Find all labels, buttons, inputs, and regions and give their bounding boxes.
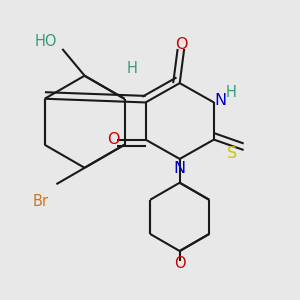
Text: O: O: [174, 256, 185, 271]
Text: Br: Br: [33, 194, 49, 208]
Text: N: N: [215, 94, 227, 109]
Text: N: N: [174, 161, 186, 176]
Text: HO: HO: [35, 34, 57, 49]
Text: O: O: [107, 132, 120, 147]
Text: H: H: [127, 61, 138, 76]
Text: H: H: [225, 85, 236, 100]
Text: S: S: [227, 146, 237, 161]
Text: O: O: [175, 37, 188, 52]
